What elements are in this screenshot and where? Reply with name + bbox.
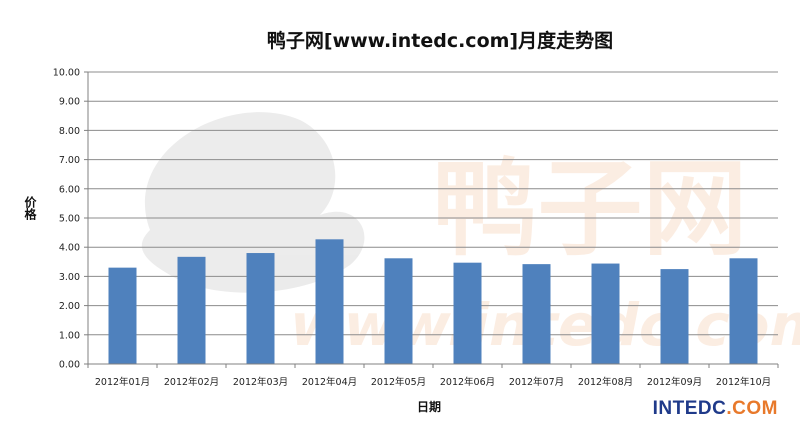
brand-part2: .COM xyxy=(726,398,778,419)
brand-part1: INTEDC xyxy=(652,398,727,419)
bar xyxy=(384,258,413,364)
x-tick-label: 2012年05月 xyxy=(371,376,426,388)
brand-logo: INTEDC.COM xyxy=(653,398,778,420)
x-tick-label: 2012年04月 xyxy=(302,376,357,388)
chart-title: 鸭子网[www.intedc.com]月度走势图 xyxy=(266,30,614,52)
bar xyxy=(660,269,689,364)
y-tick-label: 9.00 xyxy=(59,97,80,108)
bar xyxy=(522,264,551,364)
x-tick-label: 2012年02月 xyxy=(164,376,219,388)
y-tick-label: 8.00 xyxy=(59,126,80,137)
x-tick-label: 2012年09月 xyxy=(647,376,702,388)
bar xyxy=(108,267,137,364)
y-tick-label: 4.00 xyxy=(59,243,80,254)
x-tick-label: 2012年10月 xyxy=(716,376,771,388)
x-tick-label: 2012年07月 xyxy=(509,376,564,388)
bar xyxy=(453,262,482,364)
x-axis-label: 日期 xyxy=(416,400,441,414)
x-tick-label: 2012年01月 xyxy=(95,376,150,388)
y-tick-label: 2.00 xyxy=(59,301,80,312)
y-tick-label: 1.00 xyxy=(59,330,80,341)
y-tick-label: 3.00 xyxy=(59,272,80,283)
bar xyxy=(591,263,620,364)
y-tick-label: 5.00 xyxy=(59,214,80,225)
x-tick-labels: 2012年01月 2012年02月 2012年03月 2012年04月 2012年05月… xyxy=(95,376,771,388)
y-tick-label: 6.00 xyxy=(59,184,80,195)
watermark-cn-text: 鸭子网 xyxy=(432,148,747,270)
bars xyxy=(108,239,758,364)
x-tick-label: 2012年08月 xyxy=(578,376,633,388)
bar xyxy=(177,256,206,364)
y-tick-label: 7.00 xyxy=(59,155,80,166)
y-tick-labels: 0.00 1.00 2.00 3.00 4.00 5.00 6.00 7.00 8.00 9.00… xyxy=(53,68,88,371)
y-tick-label: 10.00 xyxy=(53,68,80,79)
bar xyxy=(729,258,758,364)
y-axis-label: 价格 xyxy=(23,196,37,220)
bar xyxy=(246,253,275,364)
x-tick-label: 2012年06月 xyxy=(440,376,495,388)
bar xyxy=(315,239,344,364)
x-tick-label: 2012年03月 xyxy=(233,376,288,388)
y-tick-label: 0.00 xyxy=(59,360,80,371)
gridlines xyxy=(88,71,778,365)
